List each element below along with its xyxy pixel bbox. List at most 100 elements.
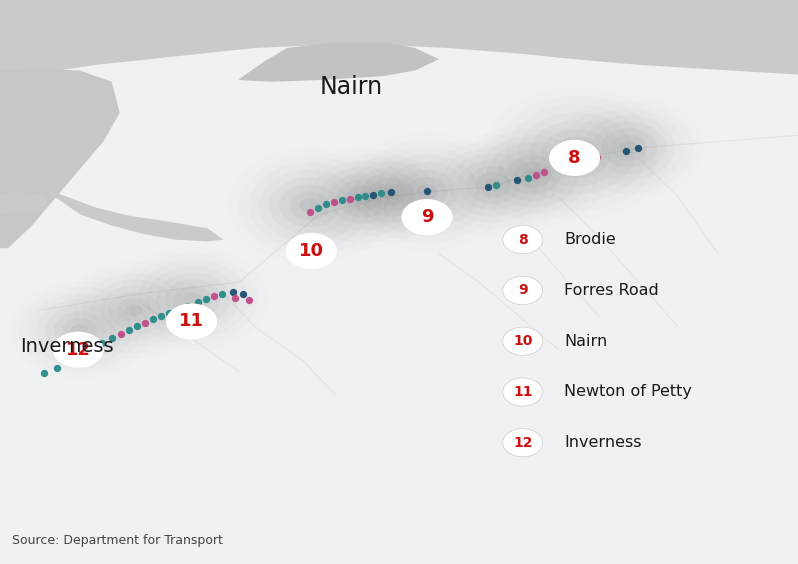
Point — [38, 369, 50, 378]
Circle shape — [352, 167, 430, 222]
Polygon shape — [0, 69, 120, 248]
Circle shape — [475, 173, 511, 197]
Text: 10: 10 — [298, 242, 324, 260]
Point — [511, 176, 523, 185]
Circle shape — [396, 170, 458, 214]
Point — [105, 334, 118, 343]
Polygon shape — [0, 0, 798, 79]
Point — [367, 190, 380, 199]
Point — [155, 311, 168, 320]
Point — [538, 168, 551, 177]
Text: Newton of Petty: Newton of Petty — [564, 385, 692, 399]
Circle shape — [71, 324, 89, 336]
Point — [375, 188, 388, 197]
Point — [171, 306, 184, 315]
Point — [482, 183, 495, 192]
Point — [123, 325, 136, 334]
Point — [77, 346, 90, 355]
Circle shape — [125, 304, 143, 316]
Circle shape — [515, 162, 551, 188]
Circle shape — [385, 162, 469, 222]
Point — [61, 355, 74, 364]
Point — [200, 294, 212, 303]
Point — [567, 155, 579, 164]
Point — [385, 187, 397, 196]
Circle shape — [37, 299, 123, 360]
Text: 10: 10 — [513, 334, 532, 348]
Circle shape — [417, 184, 437, 199]
Point — [243, 296, 255, 305]
Circle shape — [346, 186, 381, 211]
Text: Inverness: Inverness — [20, 337, 113, 356]
Text: Inverness: Inverness — [564, 435, 642, 450]
Point — [147, 314, 160, 323]
Circle shape — [457, 160, 529, 210]
Circle shape — [518, 112, 634, 195]
Point — [591, 152, 603, 161]
Text: Source: Department for Transport: Source: Department for Transport — [12, 534, 223, 547]
Text: Brodie: Brodie — [564, 232, 616, 247]
Point — [163, 309, 176, 318]
Circle shape — [147, 266, 239, 332]
Circle shape — [375, 184, 406, 205]
Circle shape — [165, 279, 221, 319]
Text: 12: 12 — [65, 341, 91, 359]
Point — [319, 200, 332, 209]
Circle shape — [368, 178, 414, 211]
Point — [227, 288, 239, 297]
Point — [181, 301, 194, 310]
Circle shape — [91, 280, 177, 341]
Circle shape — [466, 166, 520, 204]
Point — [580, 153, 593, 162]
Circle shape — [184, 292, 203, 306]
Circle shape — [286, 233, 337, 269]
Circle shape — [487, 142, 579, 208]
Circle shape — [53, 332, 104, 368]
Circle shape — [259, 170, 361, 242]
Text: 9: 9 — [518, 284, 527, 297]
Text: 12: 12 — [513, 436, 532, 450]
Point — [229, 293, 242, 302]
Circle shape — [505, 155, 561, 195]
Circle shape — [406, 177, 448, 206]
Circle shape — [610, 135, 647, 161]
Point — [131, 321, 144, 331]
Circle shape — [360, 173, 422, 217]
Point — [530, 170, 543, 179]
Point — [327, 197, 340, 206]
Point — [215, 290, 228, 299]
Circle shape — [503, 429, 543, 457]
Circle shape — [383, 189, 399, 200]
Circle shape — [327, 173, 399, 224]
Circle shape — [279, 184, 340, 227]
Circle shape — [354, 192, 372, 205]
Polygon shape — [48, 192, 223, 241]
Circle shape — [53, 311, 106, 349]
Polygon shape — [0, 192, 48, 214]
Text: 8: 8 — [568, 149, 581, 167]
Circle shape — [175, 286, 211, 312]
Text: 11: 11 — [179, 312, 204, 331]
Circle shape — [166, 303, 217, 340]
Text: Nairn: Nairn — [319, 76, 383, 99]
Circle shape — [619, 141, 638, 155]
Point — [522, 173, 535, 182]
Circle shape — [401, 199, 452, 235]
Circle shape — [108, 292, 160, 329]
Circle shape — [503, 327, 543, 355]
Text: 9: 9 — [421, 208, 433, 226]
Point — [51, 363, 64, 372]
Circle shape — [336, 179, 390, 218]
Circle shape — [503, 378, 543, 406]
Circle shape — [299, 199, 320, 213]
Circle shape — [523, 168, 543, 182]
Point — [359, 192, 372, 201]
Circle shape — [62, 318, 97, 342]
Point — [207, 292, 220, 301]
Point — [88, 342, 101, 351]
Point — [632, 143, 645, 152]
Circle shape — [553, 137, 599, 170]
Circle shape — [541, 129, 611, 178]
Point — [311, 203, 324, 212]
Point — [192, 297, 204, 306]
